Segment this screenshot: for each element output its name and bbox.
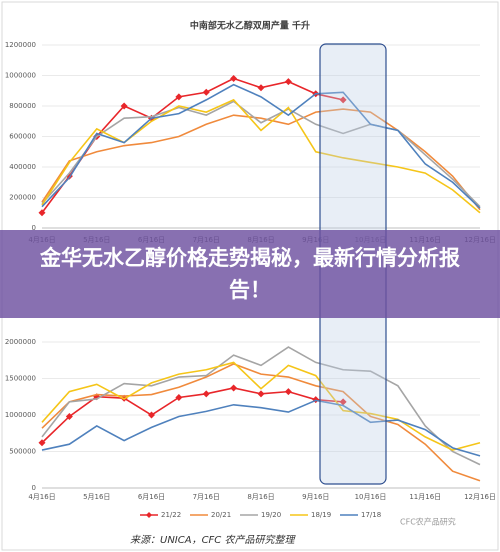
x-tick-label: 6月16日 [138,493,165,501]
point-marker [120,102,128,110]
series-line [41,399,481,457]
legend-label: 18/19 [311,511,331,519]
banner-text: 金华无水乙醇价格走势揭秘，最新行情分析报告！ [40,246,460,302]
y-tick-label: 0 [32,224,36,232]
watermark: CFC农产品研究 [400,517,456,527]
point-marker [148,411,155,419]
y-tick-label: 0 [32,484,36,492]
point-marker [38,439,46,447]
point-marker [175,93,183,101]
series-line [41,98,481,214]
point-marker [175,393,183,401]
x-tick-label: 4月16日 [28,493,55,501]
y-tick-label: 400000 [9,163,36,171]
point-marker [257,84,265,92]
x-tick-label: 7月16日 [193,493,220,501]
series-line [41,363,481,482]
point-marker [284,78,292,86]
point-marker [202,88,210,96]
y-tick-label: 2000000 [5,338,36,346]
x-tick-label: 10月16日 [355,493,387,501]
series-line [41,100,481,208]
x-tick-label: 11月16日 [409,493,441,501]
y-tick-label: 600000 [9,133,36,141]
legend-label: 19/20 [261,511,281,519]
y-tick-label: 1000000 [5,72,36,80]
legend-label: 20/21 [211,511,231,519]
series-line [41,83,481,209]
y-tick-label: 1200000 [5,41,36,49]
x-tick-label: 5月16日 [83,493,110,501]
y-tick-label: 1500000 [5,375,36,383]
series-line [41,346,481,466]
series-line [41,361,481,451]
y-tick-label: 200000 [9,194,36,202]
point-marker [257,390,265,398]
y-tick-label: 1000000 [5,411,36,419]
y-tick-label: 800000 [9,102,36,110]
point-marker [38,209,46,217]
point-marker [339,96,347,104]
x-tick-label: 12月16日 [464,493,496,501]
x-tick-label: 8月16日 [247,493,274,501]
chart-title: 中南部无水乙醇双周产量 千升 [190,20,310,32]
point-marker [230,75,238,83]
source: 来源：UNICA，CFC 农产品研究整理 [130,534,296,546]
legend-marker [146,512,152,518]
y-tick-label: 500000 [9,448,36,456]
point-marker [230,384,238,392]
point-marker [284,388,292,396]
point-marker [202,390,210,398]
x-tick-label: 9月16日 [302,493,329,501]
legend-label: 17/18 [361,511,381,519]
banner: 金华无水乙醇价格走势揭秘，最新行情分析报告！ [0,230,500,318]
legend-label: 21/22 [161,511,181,519]
point-marker [339,398,347,406]
point-marker [65,412,73,420]
